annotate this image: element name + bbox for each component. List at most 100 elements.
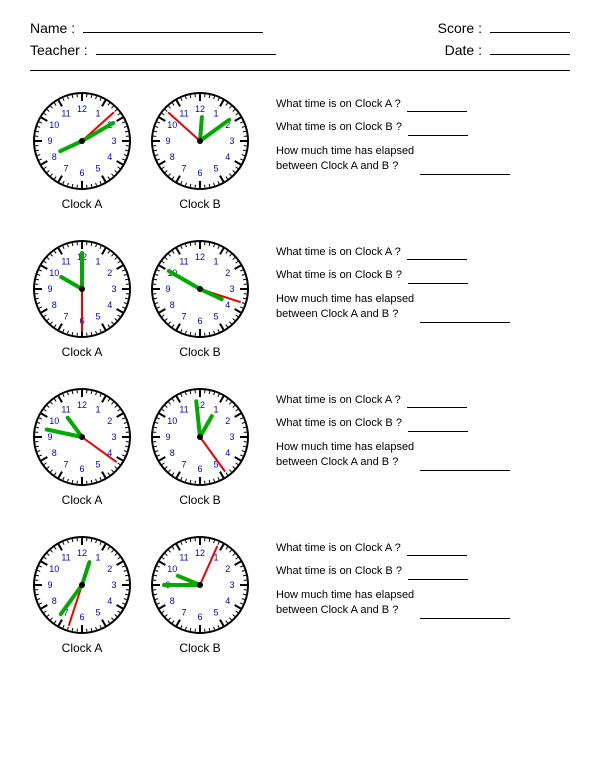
question-elapsed: How much time has elapsedbetween Clock A… <box>276 292 414 323</box>
svg-text:6: 6 <box>79 168 84 178</box>
svg-text:1: 1 <box>213 404 218 414</box>
svg-text:12: 12 <box>77 400 87 410</box>
answer-a-blank[interactable] <box>407 555 467 556</box>
question-a: What time is on Clock A ? <box>276 245 401 260</box>
svg-text:8: 8 <box>52 448 57 458</box>
svg-text:12: 12 <box>77 548 87 558</box>
answer-a-blank[interactable] <box>407 259 467 260</box>
svg-text:11: 11 <box>61 256 70 266</box>
svg-text:10: 10 <box>49 120 59 130</box>
score-blank[interactable] <box>490 32 570 33</box>
clock-b: 123456789101112 Clock B <box>148 533 252 655</box>
date-field: Date : <box>445 42 570 58</box>
svg-text:8: 8 <box>52 152 57 162</box>
svg-text:4: 4 <box>225 152 230 162</box>
question-elapsed: How much time has elapsedbetween Clock A… <box>276 440 414 471</box>
answer-a-blank[interactable] <box>407 111 467 112</box>
svg-text:5: 5 <box>213 164 218 174</box>
svg-text:12: 12 <box>195 252 205 262</box>
question-block: What time is on Clock A ? What time is o… <box>262 89 570 183</box>
svg-text:3: 3 <box>229 432 234 442</box>
clock-a-label: Clock A <box>30 345 134 359</box>
answer-b-blank[interactable] <box>408 135 468 136</box>
svg-text:7: 7 <box>63 164 68 174</box>
svg-text:5: 5 <box>95 164 100 174</box>
svg-text:6: 6 <box>197 464 202 474</box>
svg-text:6: 6 <box>79 612 84 622</box>
question-a: What time is on Clock A ? <box>276 393 401 408</box>
answer-elapsed-blank[interactable] <box>420 618 510 619</box>
question-a: What time is on Clock A ? <box>276 541 401 556</box>
svg-text:10: 10 <box>167 120 177 130</box>
answer-a-blank[interactable] <box>407 407 467 408</box>
svg-text:9: 9 <box>47 284 52 294</box>
svg-text:2: 2 <box>225 268 230 278</box>
svg-text:9: 9 <box>47 136 52 146</box>
teacher-label: Teacher : <box>30 42 88 58</box>
svg-text:9: 9 <box>165 284 170 294</box>
svg-text:8: 8 <box>170 152 175 162</box>
svg-text:3: 3 <box>111 580 116 590</box>
svg-text:12: 12 <box>77 104 87 114</box>
answer-b-blank[interactable] <box>408 579 468 580</box>
answer-elapsed-blank[interactable] <box>420 322 510 323</box>
svg-text:3: 3 <box>111 284 116 294</box>
clock-b-label: Clock B <box>148 345 252 359</box>
svg-text:6: 6 <box>79 464 84 474</box>
svg-text:8: 8 <box>52 596 57 606</box>
answer-elapsed-blank[interactable] <box>420 470 510 471</box>
svg-text:4: 4 <box>225 448 230 458</box>
svg-text:11: 11 <box>179 404 188 414</box>
question-a: What time is on Clock A ? <box>276 97 401 112</box>
svg-text:9: 9 <box>47 432 52 442</box>
exercise-row: 123456789101112 Clock A 123456789101112 … <box>30 237 570 359</box>
svg-text:9: 9 <box>165 432 170 442</box>
svg-text:7: 7 <box>181 608 186 618</box>
svg-text:4: 4 <box>225 300 230 310</box>
svg-text:1: 1 <box>95 108 100 118</box>
clock-a: 123456789101112 Clock A <box>30 237 134 359</box>
svg-text:4: 4 <box>225 596 230 606</box>
question-b: What time is on Clock B ? <box>276 564 402 579</box>
answer-elapsed-blank[interactable] <box>420 174 510 175</box>
score-label: Score : <box>438 20 482 36</box>
svg-text:2: 2 <box>225 564 230 574</box>
answer-b-blank[interactable] <box>408 431 468 432</box>
svg-text:3: 3 <box>111 136 116 146</box>
svg-text:3: 3 <box>229 284 234 294</box>
svg-text:3: 3 <box>229 136 234 146</box>
exercise-row: 123456789101112 Clock A 123456789101112 … <box>30 89 570 211</box>
name-label: Name : <box>30 20 75 36</box>
svg-text:2: 2 <box>225 416 230 426</box>
question-elapsed: How much time has elapsedbetween Clock A… <box>276 144 414 175</box>
clock-a-label: Clock A <box>30 641 134 655</box>
svg-text:12: 12 <box>195 104 205 114</box>
svg-text:4: 4 <box>107 596 112 606</box>
svg-text:5: 5 <box>95 460 100 470</box>
score-field: Score : <box>438 20 570 36</box>
svg-text:11: 11 <box>179 108 188 118</box>
svg-text:8: 8 <box>170 300 175 310</box>
name-blank[interactable] <box>83 32 263 33</box>
answer-b-blank[interactable] <box>408 283 468 284</box>
clock-b: 123456789101112 Clock B <box>148 237 252 359</box>
clock-b-label: Clock B <box>148 197 252 211</box>
svg-text:8: 8 <box>170 448 175 458</box>
question-b: What time is on Clock B ? <box>276 268 402 283</box>
svg-text:6: 6 <box>197 316 202 326</box>
clock-a: 123456789101112 Clock A <box>30 89 134 211</box>
teacher-blank[interactable] <box>96 54 276 55</box>
svg-text:1: 1 <box>213 108 218 118</box>
clock-a: 123456789101112 Clock A <box>30 385 134 507</box>
clock-b-label: Clock B <box>148 493 252 507</box>
svg-text:10: 10 <box>49 416 59 426</box>
svg-text:1: 1 <box>95 552 100 562</box>
header-divider <box>30 70 570 71</box>
question-b: What time is on Clock B ? <box>276 120 402 135</box>
svg-text:10: 10 <box>167 564 177 574</box>
date-blank[interactable] <box>490 54 570 55</box>
svg-text:4: 4 <box>107 152 112 162</box>
svg-text:11: 11 <box>61 552 70 562</box>
svg-text:1: 1 <box>95 404 100 414</box>
svg-text:2: 2 <box>107 416 112 426</box>
